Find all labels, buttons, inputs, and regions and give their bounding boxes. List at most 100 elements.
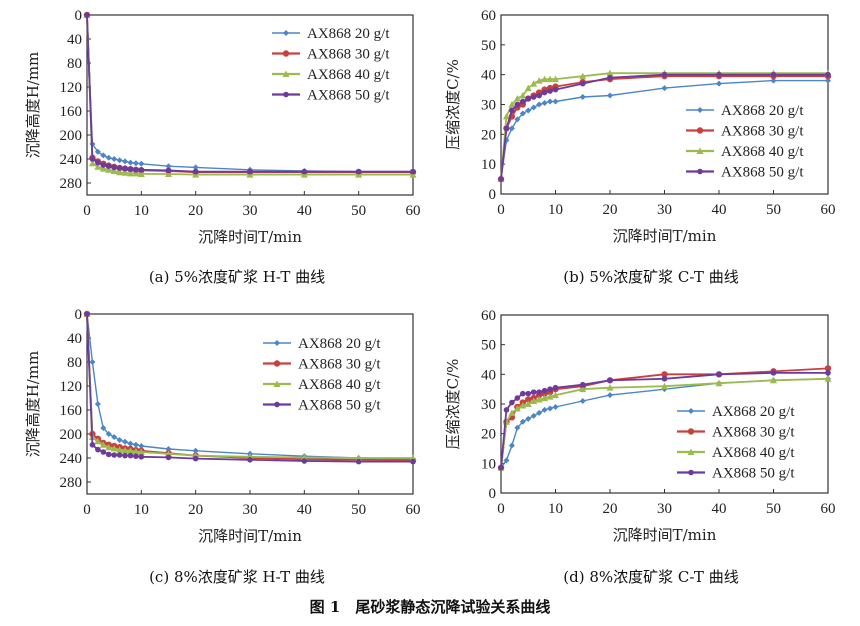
x-axis-label: 沉降时间T/min — [613, 526, 717, 544]
data-point — [524, 400, 532, 407]
data-point — [247, 457, 253, 463]
x-tick-label: 30 — [657, 202, 672, 218]
legend-label: AX868 30 g/t — [712, 425, 795, 441]
y-axis-label: 压缩浓度C/% — [444, 59, 462, 150]
data-point — [192, 455, 199, 462]
legend-label: AX868 50 g/t — [721, 165, 804, 181]
legend-label: AX868 40 g/t — [307, 67, 390, 83]
data-point — [607, 377, 613, 384]
data-point — [607, 74, 613, 81]
y-tick-label: 40 — [67, 331, 82, 347]
data-point — [824, 365, 832, 372]
data-point — [530, 104, 537, 111]
data-point — [409, 454, 417, 461]
data-point — [137, 170, 145, 177]
legend-marker — [687, 448, 695, 455]
data-point — [165, 450, 172, 457]
data-point — [546, 75, 554, 83]
data-point — [514, 395, 521, 401]
x-tick-label: 60 — [406, 502, 421, 518]
data-point — [138, 443, 145, 449]
series-50 — [498, 370, 831, 471]
series-40 — [497, 375, 832, 471]
data-point — [116, 168, 124, 176]
data-point — [410, 168, 416, 175]
y-tick-label: 240 — [60, 152, 83, 168]
chart-panel-d: 0 10 20 30 40 50 60 0 10 20 30 40 50 60 沉降时间T/min 压缩浓度C… — [444, 308, 836, 586]
y-tick-label: 20 — [481, 127, 496, 143]
data-point — [541, 100, 548, 107]
legend-marker — [282, 50, 290, 57]
data-point — [99, 441, 107, 448]
y-tick-label: 40 — [481, 68, 496, 84]
data-point — [552, 384, 559, 391]
figure-title: 图 1 尾砂浆静态沉降试验关系曲线 — [310, 598, 551, 616]
x-tick-label: 50 — [351, 203, 366, 219]
data-point — [165, 170, 172, 177]
data-point — [84, 311, 90, 317]
data-point — [546, 393, 554, 400]
y-tick-label: 50 — [481, 38, 496, 54]
data-point — [111, 434, 118, 440]
data-point — [138, 454, 145, 460]
y-axis-label: 压缩浓度C/% — [444, 359, 462, 450]
data-point — [247, 168, 253, 175]
legend-entry: AX868 50 g/t — [686, 165, 804, 181]
data-point — [110, 444, 118, 452]
data-point — [607, 92, 613, 99]
data-point — [519, 92, 527, 99]
data-point — [111, 164, 117, 171]
legend-marker — [273, 360, 281, 367]
data-point — [502, 112, 510, 120]
x-tick-label: 0 — [83, 502, 91, 518]
data-point — [105, 166, 113, 173]
x-tick-label: 20 — [603, 501, 618, 517]
legend-entry: AX868 40 g/t — [272, 67, 390, 83]
data-point — [105, 451, 112, 458]
x-tick-label: 50 — [766, 202, 781, 218]
x-tick-label: 20 — [188, 502, 203, 518]
panel-caption: (d) 8%浓度矿浆 C-T 曲线 — [563, 568, 738, 586]
y-tick-label: 20 — [481, 427, 496, 443]
y-tick-label: 200 — [60, 427, 83, 443]
x-tick-label: 60 — [406, 203, 421, 219]
data-point — [541, 387, 548, 394]
data-point — [105, 431, 112, 437]
y-tick-label: 10 — [481, 157, 496, 173]
data-point — [95, 446, 101, 453]
data-point — [661, 382, 668, 390]
data-point — [132, 160, 139, 167]
y-tick-label: 0 — [489, 187, 497, 203]
legend-entry: AX868 30 g/t — [677, 425, 795, 441]
legend-entry: AX868 40 g/t — [263, 377, 381, 393]
x-tick-label: 40 — [712, 501, 727, 517]
x-axis-label: 沉降时间T/min — [198, 228, 302, 246]
legend-marker — [688, 469, 694, 476]
data-point — [355, 458, 362, 465]
legend-label: AX868 20 g/t — [712, 404, 795, 420]
y-tick-label: 60 — [481, 308, 496, 324]
data-point — [84, 12, 90, 18]
x-tick-label: 20 — [188, 203, 203, 219]
data-point — [132, 169, 140, 177]
y-tick-label: 40 — [481, 367, 496, 383]
x-tick-label: 30 — [657, 501, 672, 517]
x-tick-label: 0 — [497, 501, 505, 517]
x-tick-label: 10 — [134, 502, 149, 518]
data-point — [547, 405, 554, 412]
legend-entry: AX868 30 g/t — [686, 124, 804, 140]
data-point — [530, 397, 538, 405]
data-point — [535, 77, 543, 84]
data-point — [715, 379, 723, 387]
data-point — [541, 89, 548, 96]
series-50 — [84, 311, 416, 465]
data-point — [530, 94, 537, 100]
data-point — [126, 447, 134, 454]
data-point — [95, 159, 101, 166]
data-point — [111, 156, 118, 162]
x-tick-label: 40 — [297, 502, 312, 518]
data-point — [661, 371, 668, 378]
y-tick-label: 40 — [67, 32, 82, 48]
data-point — [300, 453, 308, 461]
data-point — [519, 110, 526, 117]
